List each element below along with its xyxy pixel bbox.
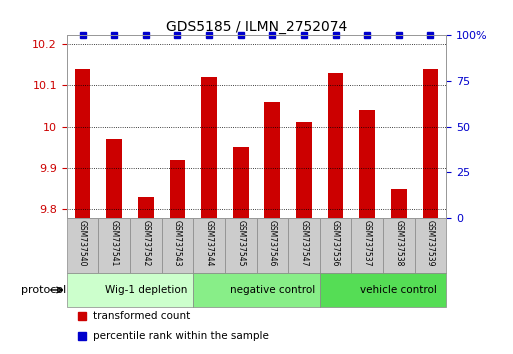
- Bar: [351, 218, 383, 273]
- Bar: [67, 273, 193, 307]
- Text: negative control: negative control: [230, 285, 315, 295]
- Bar: [106, 139, 122, 218]
- Text: GSM737539: GSM737539: [426, 219, 435, 266]
- Text: GSM737543: GSM737543: [173, 219, 182, 266]
- Text: Wig-1 depletion: Wig-1 depletion: [105, 285, 187, 295]
- Text: percentile rank within the sample: percentile rank within the sample: [93, 331, 269, 341]
- Bar: [359, 110, 375, 218]
- Bar: [67, 218, 98, 273]
- Bar: [74, 69, 90, 218]
- Text: GSM737537: GSM737537: [363, 219, 372, 266]
- Bar: [391, 189, 407, 218]
- Title: GDS5185 / ILMN_2752074: GDS5185 / ILMN_2752074: [166, 21, 347, 34]
- Text: GSM737538: GSM737538: [394, 219, 403, 266]
- Bar: [320, 273, 446, 307]
- Text: GSM737542: GSM737542: [141, 219, 150, 266]
- Text: transformed count: transformed count: [93, 311, 190, 321]
- Text: GSM737541: GSM737541: [110, 219, 119, 266]
- Text: GSM737536: GSM737536: [331, 219, 340, 266]
- Bar: [193, 218, 225, 273]
- Bar: [288, 218, 320, 273]
- Bar: [383, 218, 415, 273]
- Bar: [415, 218, 446, 273]
- Text: GSM737547: GSM737547: [300, 219, 308, 266]
- Bar: [256, 218, 288, 273]
- Text: protocol: protocol: [21, 285, 66, 295]
- Bar: [169, 160, 185, 218]
- Text: GSM737544: GSM737544: [205, 219, 213, 266]
- Bar: [130, 218, 162, 273]
- Bar: [296, 122, 312, 218]
- Bar: [423, 69, 439, 218]
- Bar: [162, 218, 193, 273]
- Bar: [328, 73, 344, 218]
- Bar: [138, 197, 154, 218]
- Text: vehicle control: vehicle control: [361, 285, 437, 295]
- Bar: [233, 147, 249, 218]
- Bar: [225, 218, 256, 273]
- Bar: [201, 77, 217, 218]
- Text: GSM737545: GSM737545: [236, 219, 245, 266]
- Bar: [264, 102, 280, 218]
- Text: GSM737546: GSM737546: [268, 219, 277, 266]
- Bar: [98, 218, 130, 273]
- Bar: [320, 218, 351, 273]
- Text: GSM737540: GSM737540: [78, 219, 87, 266]
- Bar: [193, 273, 320, 307]
